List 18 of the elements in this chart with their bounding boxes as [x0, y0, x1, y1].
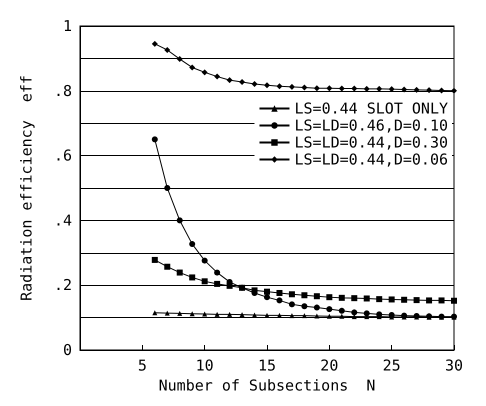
legend-label: LS=LD=0.44,D=0.06: [294, 150, 448, 168]
x-tick-label: 15: [258, 356, 276, 374]
legend-label: LS=LD=0.44,D=0.30: [294, 134, 448, 152]
y-tick-label: .6: [54, 146, 72, 165]
x-tick-label: 30: [444, 356, 464, 374]
y-axis-title: Radiation efficiency eff: [18, 75, 36, 301]
x-axis-title: Number of Subsections N: [158, 376, 376, 394]
legend-label: LS=0.44 SLOT ONLY: [294, 100, 448, 118]
y-tick-label: .2: [54, 276, 72, 294]
x-tick-label: 20: [320, 356, 338, 374]
legend-label: LS=LD=0.46,D=0.10: [294, 116, 448, 134]
y-tick-label: 0: [62, 341, 72, 359]
y-tick-label: .8: [54, 82, 72, 100]
y-tick-label: 1: [62, 17, 72, 35]
x-tick-label: 10: [196, 356, 214, 374]
x-tick-label: 25: [382, 356, 401, 374]
x-tick-label: 5: [138, 356, 147, 374]
y-tick-label: .4: [54, 211, 72, 230]
